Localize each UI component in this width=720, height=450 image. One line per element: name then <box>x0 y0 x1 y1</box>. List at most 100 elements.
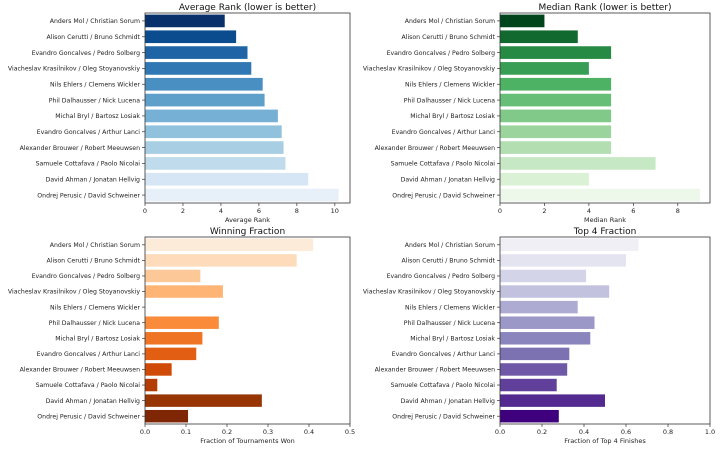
bar <box>500 125 612 139</box>
bar <box>145 269 201 283</box>
x-tick-label: 0.1 <box>181 428 191 436</box>
x-tick-label: 0.2 <box>222 428 232 436</box>
bar <box>145 172 309 186</box>
bar <box>500 93 612 107</box>
bar <box>500 285 610 298</box>
y-tick-label: Alexander Brouwer / Robert Meeuwsen <box>20 367 141 374</box>
y-tick-label: Anders Mol / Christian Sorum <box>50 18 140 25</box>
y-tick-label: Alexander Brouwer / Robert Meeuwsen <box>375 367 496 374</box>
bar <box>500 269 587 283</box>
bar <box>145 62 252 75</box>
x-tick-label: 0.4 <box>304 428 314 436</box>
bar <box>145 238 314 252</box>
bar <box>145 347 197 361</box>
plot-frame <box>499 12 711 204</box>
y-tick-label: Samuele Cottafava / Paolo Nicolai <box>36 161 141 168</box>
y-tick-label: Viacheslav Krasilnikov / Oleg Stoyanovsk… <box>8 289 140 296</box>
y-tick-label: Alexander Brouwer / Robert Meeuwsen <box>20 145 141 152</box>
plot-frame <box>144 236 351 425</box>
bar <box>500 188 700 202</box>
y-tick-label: Viacheslav Krasilnikov / Oleg Stoyanovsk… <box>363 289 495 296</box>
x-tick-label: 10 <box>331 207 339 215</box>
y-tick-label: Evandro Goncalves / Pedro Solberg <box>32 50 141 57</box>
bar <box>145 157 286 170</box>
x-tick-label: 0 <box>498 207 502 215</box>
bar <box>145 378 158 392</box>
y-tick-label: David Ahman / Jonatan Hellvig <box>401 176 495 183</box>
y-tick-label: Nils Ehlers / Clemens Wickler <box>50 304 140 311</box>
y-tick-label: Ondrej Perusic / David Schweiner <box>392 413 495 420</box>
x-tick-label: 6 <box>257 207 261 215</box>
y-tick-label: Michal Bryl / Bartosz Losiak <box>55 335 140 342</box>
bar <box>145 109 278 123</box>
x-axis-label: Average Rank <box>225 216 270 224</box>
y-tick-label: Evandro Goncalves / Arthur Lanci <box>392 129 496 136</box>
bar <box>500 109 612 123</box>
x-tick-label: 0.8 <box>663 428 673 436</box>
bar <box>145 394 262 407</box>
y-tick-label: Evandro Goncalves / Arthur Lanci <box>37 129 141 136</box>
y-tick-label: Ondrej Perusic / David Schweiner <box>37 192 140 199</box>
x-tick-label: 0.2 <box>537 428 547 436</box>
x-tick-label: 1.0 <box>705 428 715 436</box>
bar <box>145 46 248 59</box>
y-tick-label: Evandro Goncalves / Arthur Lanci <box>37 351 141 358</box>
y-tick-label: Evandro Goncalves / Pedro Solberg <box>32 273 141 280</box>
y-tick-label: Alison Cerutti / Bruno Schmidt <box>402 258 496 265</box>
y-tick-label: Phil Dalhausser / Nick Lucena <box>49 97 140 104</box>
x-tick-label: 4 <box>587 207 591 215</box>
x-tick-label: 6 <box>631 207 635 215</box>
y-tick-label: Anders Mol / Christian Sorum <box>405 242 495 249</box>
x-tick-label: 0.3 <box>263 428 273 436</box>
bar <box>500 316 595 329</box>
bar <box>500 300 578 314</box>
chart-title: Winning Fraction <box>210 227 285 237</box>
y-tick-label: Ondrej Perusic / David Schweiner <box>392 192 495 199</box>
y-tick-label: Phil Dalhausser / Nick Lucena <box>49 320 140 327</box>
y-tick-label: Samuele Cottafava / Paolo Nicolai <box>36 382 141 389</box>
y-tick-label: Viacheslav Krasilnikov / Oleg Stoyanovsk… <box>8 66 140 73</box>
y-tick-label: Nils Ehlers / Clemens Wickler <box>50 81 140 88</box>
x-tick-label: 2 <box>181 207 185 215</box>
y-tick-label: Evandro Goncalves / Arthur Lanci <box>392 351 496 358</box>
y-tick-label: Evandro Goncalves / Pedro Solberg <box>387 273 496 280</box>
bar <box>145 409 189 423</box>
y-tick-label: Viacheslav Krasilnikov / Oleg Stoyanovsk… <box>363 66 495 73</box>
y-tick-label: Evandro Goncalves / Pedro Solberg <box>387 50 496 57</box>
y-tick-label: Michal Bryl / Bartosz Losiak <box>55 113 140 120</box>
y-tick-label: Ondrej Perusic / David Schweiner <box>37 413 140 420</box>
bar <box>500 254 626 267</box>
x-tick-label: 2 <box>542 207 546 215</box>
y-tick-label: Nils Ehlers / Clemens Wickler <box>405 81 495 88</box>
plot-frame <box>144 12 351 204</box>
x-tick-label: 4 <box>219 207 223 215</box>
bar <box>500 378 557 392</box>
bar <box>500 14 545 28</box>
x-tick-label: 8 <box>295 207 299 215</box>
x-tick-label: 0 <box>143 207 147 215</box>
bar <box>500 77 612 91</box>
x-tick-label: 0.4 <box>579 428 589 436</box>
y-tick-label: Michal Bryl / Bartosz Losiak <box>410 335 495 342</box>
chart-1: Average Rank (lower is better) Anders Mol… <box>8 3 351 224</box>
plot-frame <box>499 236 711 425</box>
bar <box>500 30 578 44</box>
y-tick-label: David Ahman / Jonatan Hellvig <box>401 398 495 405</box>
y-tick-label: David Ahman / Jonatan Hellvig <box>46 176 140 183</box>
chart-title: Median Rank (lower is better) <box>538 3 671 13</box>
x-axis-label: Median Rank <box>584 216 626 224</box>
y-tick-label: Samuele Cottafava / Paolo Nicolai <box>391 161 496 168</box>
chart-2: Median Rank (lower is better) Anders Mol … <box>363 3 711 224</box>
y-tick-label: Anders Mol / Christian Sorum <box>50 242 140 249</box>
bar <box>145 332 203 345</box>
y-tick-label: Michal Bryl / Bartosz Losiak <box>410 113 495 120</box>
bar <box>145 14 225 28</box>
y-tick-label: Alison Cerutti / Bruno Schmidt <box>402 34 496 41</box>
bar <box>145 141 284 154</box>
chart-title: Top 4 Fraction <box>573 227 637 237</box>
bar <box>500 363 568 376</box>
x-tick-label: 8 <box>676 207 680 215</box>
bar <box>500 332 591 345</box>
bar <box>145 30 237 44</box>
bar <box>500 238 639 252</box>
